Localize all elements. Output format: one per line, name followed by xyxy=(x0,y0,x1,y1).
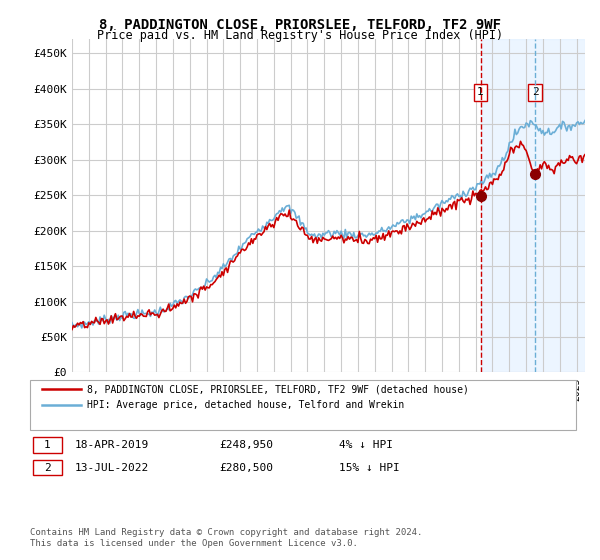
Text: 18-APR-2019: 18-APR-2019 xyxy=(75,440,149,450)
Text: Contains HM Land Registry data © Crown copyright and database right 2024.
This d: Contains HM Land Registry data © Crown c… xyxy=(30,528,422,548)
Text: 13-JUL-2022: 13-JUL-2022 xyxy=(75,463,149,473)
Text: Price paid vs. HM Land Registry's House Price Index (HPI): Price paid vs. HM Land Registry's House … xyxy=(97,29,503,42)
Text: £280,500: £280,500 xyxy=(219,463,273,473)
Text: 1: 1 xyxy=(477,87,484,97)
Text: 8, PADDINGTON CLOSE, PRIORSLEE, TELFORD, TF2 9WF (detached house): 8, PADDINGTON CLOSE, PRIORSLEE, TELFORD,… xyxy=(87,384,469,394)
Text: 2: 2 xyxy=(532,87,538,97)
Text: 4% ↓ HPI: 4% ↓ HPI xyxy=(339,440,393,450)
Text: 1: 1 xyxy=(44,440,51,450)
Text: 8, PADDINGTON CLOSE, PRIORSLEE, TELFORD, TF2 9WF: 8, PADDINGTON CLOSE, PRIORSLEE, TELFORD,… xyxy=(99,18,501,32)
Text: HPI: Average price, detached house, Telford and Wrekin: HPI: Average price, detached house, Telf… xyxy=(87,400,404,410)
Bar xyxy=(481,39,585,372)
Text: 15% ↓ HPI: 15% ↓ HPI xyxy=(339,463,400,473)
Text: 2: 2 xyxy=(44,463,51,473)
Text: £248,950: £248,950 xyxy=(219,440,273,450)
